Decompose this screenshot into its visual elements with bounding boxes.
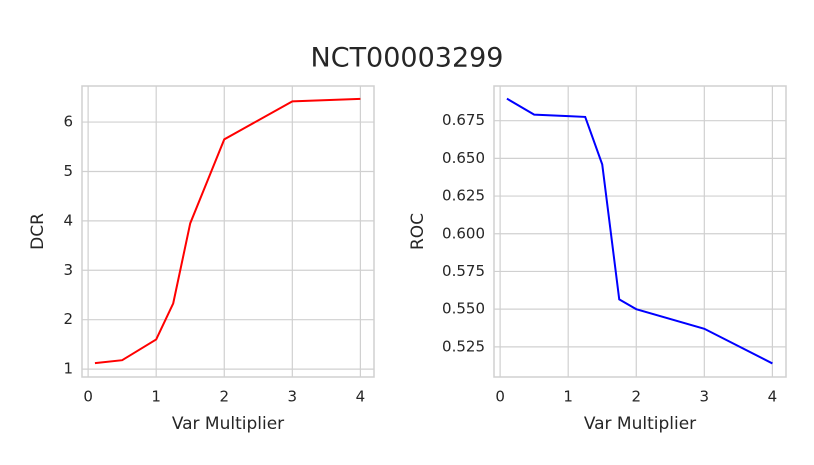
axes-frame xyxy=(493,85,787,378)
x-tick-label: 1 xyxy=(151,388,161,406)
y-axis-label: DCR xyxy=(28,213,48,250)
x-tick-label: 1 xyxy=(563,388,573,406)
x-tick-label: 0 xyxy=(83,388,93,406)
y-tick-label: 6 xyxy=(63,113,73,131)
y-tick-label: 0.650 xyxy=(442,149,485,167)
x-tick-label: 3 xyxy=(288,388,298,406)
x-tick-label: 4 xyxy=(768,388,778,406)
x-tick-label: 2 xyxy=(219,388,229,406)
y-tick-label: 0.550 xyxy=(442,300,485,318)
y-tick-label: 0.575 xyxy=(442,262,485,280)
y-tick-label: 1 xyxy=(63,360,73,378)
data-line xyxy=(506,97,773,365)
x-tick-label: 3 xyxy=(700,388,710,406)
x-tick-label: 0 xyxy=(495,388,505,406)
y-tick-label: 5 xyxy=(63,162,73,180)
data-line xyxy=(94,97,361,365)
x-tick-label: 4 xyxy=(356,388,366,406)
x-tick-label: 2 xyxy=(631,388,641,406)
x-axis-label: Var Multiplier xyxy=(584,414,696,434)
y-tick-label: 0.675 xyxy=(442,111,485,129)
y-axis-label: ROC xyxy=(408,213,428,250)
figure-title: NCT00003299 xyxy=(311,43,504,74)
y-tick-label: 0.600 xyxy=(442,224,485,242)
axes-frame xyxy=(81,85,375,378)
y-tick-label: 2 xyxy=(63,310,73,328)
y-tick-label: 4 xyxy=(63,211,73,229)
x-axis-label: Var Multiplier xyxy=(172,414,284,434)
y-tick-label: 0.525 xyxy=(442,337,485,355)
y-tick-label: 3 xyxy=(63,261,73,279)
y-tick-label: 0.625 xyxy=(442,187,485,205)
